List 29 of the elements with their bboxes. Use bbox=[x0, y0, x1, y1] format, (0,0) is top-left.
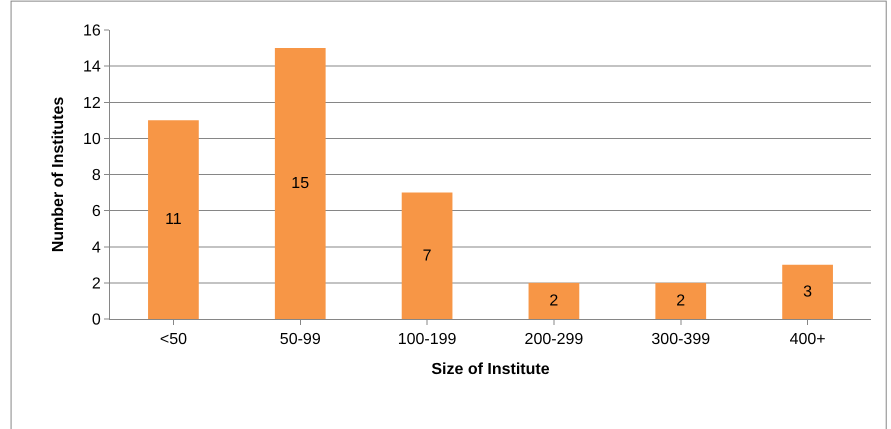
bar bbox=[274, 48, 326, 319]
x-tick-label: 300-399 bbox=[651, 331, 710, 348]
y-tick-label: 6 bbox=[92, 203, 101, 220]
data-label: 11 bbox=[165, 211, 182, 228]
y-tick-label: 12 bbox=[83, 94, 101, 112]
y-tick-label: 14 bbox=[83, 58, 101, 76]
y-tick-label: 4 bbox=[92, 239, 101, 256]
x-axis-title: Size of Institute bbox=[431, 360, 550, 378]
y-tick-label: 0 bbox=[92, 312, 101, 329]
x-tick-label: 200-299 bbox=[524, 331, 584, 348]
y-tick-label: 8 bbox=[92, 167, 101, 184]
x-tick-label: 100-199 bbox=[398, 331, 457, 348]
y-axis-title: Number of Institutes bbox=[50, 96, 67, 252]
y-tick-label: 16 bbox=[83, 22, 101, 40]
bar bbox=[782, 264, 833, 319]
y-tick-label: 2 bbox=[92, 275, 101, 292]
x-tick-label: <50 bbox=[160, 331, 188, 348]
data-label: 15 bbox=[291, 175, 310, 192]
bar bbox=[148, 120, 199, 319]
bar bbox=[402, 192, 452, 319]
data-label: 3 bbox=[803, 283, 812, 300]
data-label: 2 bbox=[676, 292, 686, 310]
y-tick-label: 10 bbox=[83, 130, 101, 148]
data-label: 2 bbox=[549, 292, 558, 310]
data-label: 7 bbox=[422, 247, 432, 264]
bar bbox=[528, 282, 580, 319]
x-tick-label: 400+ bbox=[790, 331, 826, 348]
bar bbox=[655, 282, 706, 319]
x-tick-label: 50-99 bbox=[280, 331, 321, 348]
